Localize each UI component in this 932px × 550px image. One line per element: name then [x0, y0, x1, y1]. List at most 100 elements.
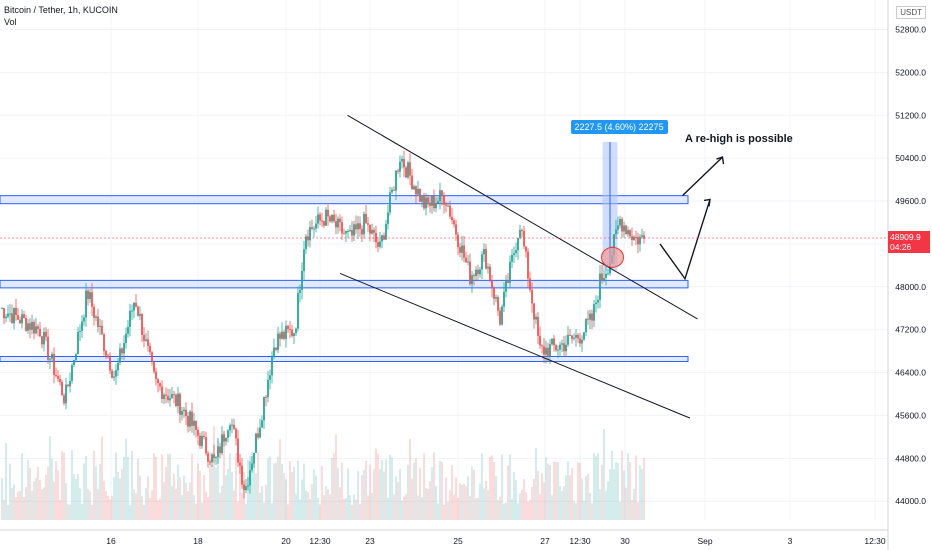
candle-body — [155, 371, 157, 380]
volume-bar — [583, 500, 585, 520]
volume-bar — [519, 493, 521, 520]
volume-bar — [155, 456, 157, 520]
drawings[interactable] — [0, 114, 888, 419]
candle-body — [577, 334, 579, 339]
candle-body — [369, 224, 371, 234]
candle-body — [571, 335, 573, 339]
volume-bar — [557, 462, 559, 520]
candle-body — [33, 321, 35, 334]
volume-bar — [177, 464, 179, 520]
time-tick-label: 27 — [540, 536, 550, 546]
candle-body — [147, 339, 149, 346]
candle-body — [607, 273, 609, 275]
volume-bar — [117, 471, 119, 520]
candle-body — [619, 218, 621, 226]
candle-body — [599, 273, 601, 300]
candle-body — [313, 228, 315, 230]
volume-bar — [473, 469, 475, 520]
price-tick-label: 48000.0 — [895, 282, 926, 292]
volume-bar — [89, 491, 91, 520]
volume-bar — [327, 489, 329, 520]
volume-bar — [127, 456, 129, 520]
candle-body — [125, 333, 127, 344]
candle-body — [223, 434, 225, 442]
volume-bar — [71, 450, 73, 520]
projected-arrow[interactable] — [682, 156, 723, 197]
volume-bar — [147, 476, 149, 520]
candle-body — [643, 235, 645, 239]
volume-bar — [313, 469, 315, 520]
candle-body — [195, 420, 197, 430]
support-resistance-zones[interactable] — [0, 195, 689, 362]
volume-bar — [369, 464, 371, 520]
volume-bar — [487, 490, 489, 520]
candle-body — [575, 334, 577, 338]
candle-body — [191, 411, 193, 426]
projected-path[interactable] — [659, 199, 711, 281]
volume-bar — [509, 454, 511, 520]
candle-body — [149, 345, 151, 353]
currency-badge[interactable]: USDT — [896, 6, 926, 19]
candle-body — [469, 261, 471, 285]
volume-bar — [337, 467, 339, 520]
candle-body — [641, 235, 643, 237]
candle-body — [221, 434, 223, 454]
candle-body — [355, 224, 357, 230]
candle-body — [371, 229, 373, 234]
trend-line[interactable] — [347, 114, 698, 320]
price-zone[interactable] — [0, 195, 689, 205]
price-tick-label: 49600.0 — [895, 196, 926, 206]
candle-body — [349, 230, 351, 232]
candle-body — [595, 302, 597, 305]
candle-body — [385, 223, 387, 240]
candle-body — [167, 395, 169, 401]
volume-bar — [3, 499, 5, 520]
price-zone[interactable] — [0, 279, 689, 289]
candle-body — [589, 313, 591, 320]
price-tick-label: 44800.0 — [895, 453, 926, 463]
volume-bar — [343, 498, 345, 520]
time-tick-label: 20 — [281, 536, 291, 546]
breakout-marker[interactable] — [601, 246, 624, 268]
price-zone[interactable] — [0, 355, 689, 362]
volume-bar — [213, 426, 215, 520]
price-axis[interactable]: 44000.0 44800.0 45600.0 46400.0 47200.0 48000… — [887, 0, 926, 550]
candle-body — [165, 394, 167, 396]
volume-bar — [391, 457, 393, 520]
volume-bar — [587, 473, 589, 520]
volume-bar — [433, 452, 435, 520]
volume-bar — [347, 468, 349, 520]
candle-body — [467, 261, 469, 263]
price-tick-label: 51200.0 — [895, 110, 926, 120]
candle-body — [65, 384, 67, 404]
trend-line[interactable] — [339, 272, 691, 419]
price-tick-label: 50400.0 — [895, 153, 926, 163]
candle-body — [225, 437, 227, 442]
candle-body — [501, 306, 503, 325]
volume-bar — [359, 504, 361, 520]
candle-body — [85, 290, 87, 318]
volume-bar — [107, 495, 109, 520]
candle-body — [387, 212, 389, 224]
candle-body — [623, 225, 625, 232]
candle-body — [175, 394, 177, 407]
candle-body — [423, 195, 425, 209]
volume-bar — [421, 496, 423, 520]
volume-bar — [265, 484, 267, 520]
candle-body — [227, 430, 229, 438]
time-tick-label: 12:30 — [309, 536, 331, 546]
volume-bar — [115, 452, 117, 520]
time-axis[interactable]: 16 18 20 12:30 23 25 27 12:30 30 Sep 3 12:30 — [0, 529, 888, 546]
volume-bar — [465, 485, 467, 520]
volume-bar — [561, 491, 563, 520]
candle-body — [433, 195, 435, 209]
candle-body — [13, 308, 15, 324]
candle-body — [177, 393, 179, 407]
volume-bar — [237, 501, 239, 520]
candle-body — [617, 225, 619, 230]
volume-bar — [377, 453, 379, 520]
candle-body — [493, 287, 495, 299]
volume-bar — [623, 470, 625, 520]
time-tick-label: 30 — [620, 536, 630, 546]
